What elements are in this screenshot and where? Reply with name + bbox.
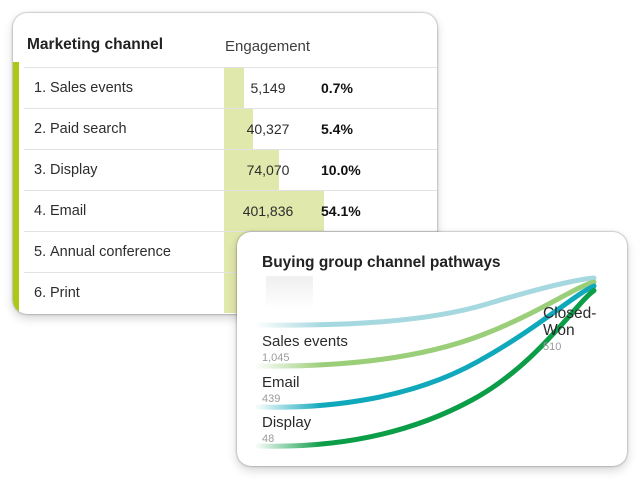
flow-line-unlabeled [255,275,597,328]
channel-name: Annual conference [50,243,171,260]
row-divider [24,149,437,150]
engagement-value: 5,149 [250,79,286,96]
channel-name: Email [50,202,87,219]
source-value: 439 [262,393,281,405]
target-label: Closed-Won [543,305,597,339]
table-row[interactable]: 2. Paid search 40,327 5.4% [13,108,437,149]
channel-name: Display [50,161,98,178]
flow-line-sales-events [255,279,597,369]
table-row[interactable]: 1. Sales events 5,149 0.7% [13,67,437,108]
source-value: 1,045 [262,352,290,364]
source-node-email: Email 439 [262,375,300,406]
target-node-closed-won: Closed-Won 510 [543,305,627,354]
row-divider [24,231,437,232]
row-divider [24,190,437,191]
source-node-display: Display 48 [262,415,311,446]
source-node-sales-events: Sales events 1,045 [262,334,348,365]
channel-name: Sales events [50,79,134,96]
row-rank: 2. [34,120,47,137]
row-rank: 3. [34,161,47,178]
pathways-title: Buying group channel pathways [262,254,501,271]
flow-line-email [255,283,597,410]
table-row[interactable]: 3. Display 74,070 10.0% [13,149,437,190]
row-rank: 4. [34,202,47,219]
row-rank: 6. [34,284,47,301]
target-value: 510 [543,341,562,353]
row-rank: 1. [34,79,47,96]
row-divider [24,272,437,273]
channel-name: Print [50,284,80,301]
engagement-value: 40,327 [246,120,290,137]
engagement-percent: 0.7% [321,79,353,96]
table-row[interactable]: 4. Email 401,836 54.1% [13,190,437,231]
left-accent-bar [13,62,19,314]
source-value: 48 [262,433,275,445]
source-label: Display [262,414,312,431]
pathways-card: Buying group channel pathways [237,232,627,466]
table-title: Marketing channel [27,36,164,53]
engagement-bar [224,109,253,149]
table-header: Marketing channel Engagement [13,13,437,67]
engagement-percent: 54.1% [321,202,361,219]
engagement-bar [224,68,244,108]
engagement-column-header: Engagement [225,38,311,55]
row-divider [24,108,437,109]
channel-name: Paid search [50,120,127,137]
engagement-bar [224,150,279,190]
engagement-value: 74,070 [246,161,290,178]
engagement-percent: 5.4% [321,120,353,137]
flow-line-display [255,288,597,449]
row-rank: 5. [34,243,47,260]
source-label: Email [262,374,300,391]
engagement-bar [224,191,324,231]
source-label: Sales events [262,333,348,350]
engagement-percent: 10.0% [321,161,361,178]
row-divider [24,67,437,68]
engagement-value: 401,836 [242,202,294,219]
pathways-chart [255,275,597,449]
faded-node [266,276,313,309]
